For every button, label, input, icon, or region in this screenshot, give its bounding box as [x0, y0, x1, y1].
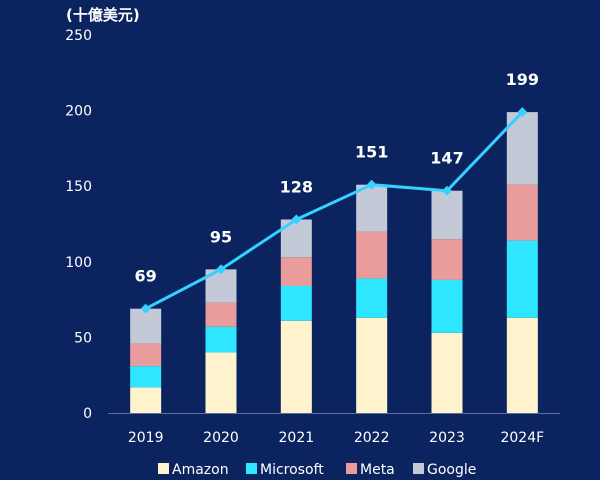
x-tick-label: 2022: [354, 430, 390, 446]
legend-swatch-microsoft: [246, 463, 257, 474]
bar-google-2022: [356, 184, 388, 232]
bar-amazon-2021: [280, 320, 312, 413]
total-data-label: 151: [355, 143, 388, 162]
bar-meta-2022: [356, 231, 388, 279]
total-data-label: 199: [506, 70, 539, 89]
total-marker: [291, 214, 302, 225]
total-line: [144, 111, 524, 311]
bar-google-2023: [431, 190, 463, 240]
x-tick-label: 2023: [429, 430, 465, 446]
legend-label-microsoft: Microsoft: [260, 462, 324, 478]
bar-meta-2023: [431, 239, 463, 280]
bar-amazon-2023: [431, 332, 463, 413]
y-tick-label: 250: [65, 28, 92, 44]
y-tick-label: 100: [65, 255, 92, 271]
legend-label-amazon: Amazon: [172, 462, 229, 478]
total-data-label: 69: [135, 267, 157, 286]
bar-meta-2024F: [506, 184, 538, 241]
total-marker: [140, 303, 151, 314]
y-tick-label: 200: [65, 104, 92, 120]
bar-amazon-2019: [130, 387, 162, 413]
x-tick-label: 2021: [279, 430, 315, 446]
total-marker: [366, 179, 377, 190]
bar-meta-2021: [280, 257, 312, 286]
total-marker: [216, 264, 226, 275]
x-tick-label: 2024F: [500, 430, 544, 446]
legend-swatch-google: [413, 463, 424, 474]
y-tick-label: 50: [74, 330, 92, 346]
bar-amazon-2024F: [506, 317, 538, 413]
bar-amazon-2020: [205, 352, 237, 413]
bar-microsoft-2023: [431, 279, 463, 333]
total-marker: [517, 107, 528, 118]
total-marker: [442, 185, 452, 196]
bar-meta-2020: [205, 302, 237, 327]
bar-microsoft-2021: [280, 285, 312, 321]
legend-swatch-meta: [346, 463, 357, 474]
legend-swatch-amazon: [158, 463, 169, 474]
x-tick-label: 2019: [128, 430, 164, 446]
y-tick-label: 150: [65, 179, 92, 195]
bar-meta-2019: [130, 343, 162, 367]
bar-amazon-2022: [356, 317, 388, 413]
bar-microsoft-2022: [356, 278, 388, 318]
bar-microsoft-2019: [130, 366, 162, 388]
legend-label-google: Google: [427, 462, 476, 478]
total-data-label: 147: [430, 149, 463, 168]
bar-microsoft-2024F: [506, 240, 538, 318]
y-tick-label: 0: [83, 406, 92, 422]
unit-label: (十億美元): [66, 6, 140, 24]
bar-microsoft-2020: [205, 326, 237, 353]
total-data-label: 95: [210, 227, 232, 246]
total-data-label: 128: [280, 177, 313, 196]
legend-label-meta: Meta: [360, 462, 395, 478]
x-tick-label: 2020: [203, 430, 239, 446]
bar-google-2019: [130, 308, 162, 344]
